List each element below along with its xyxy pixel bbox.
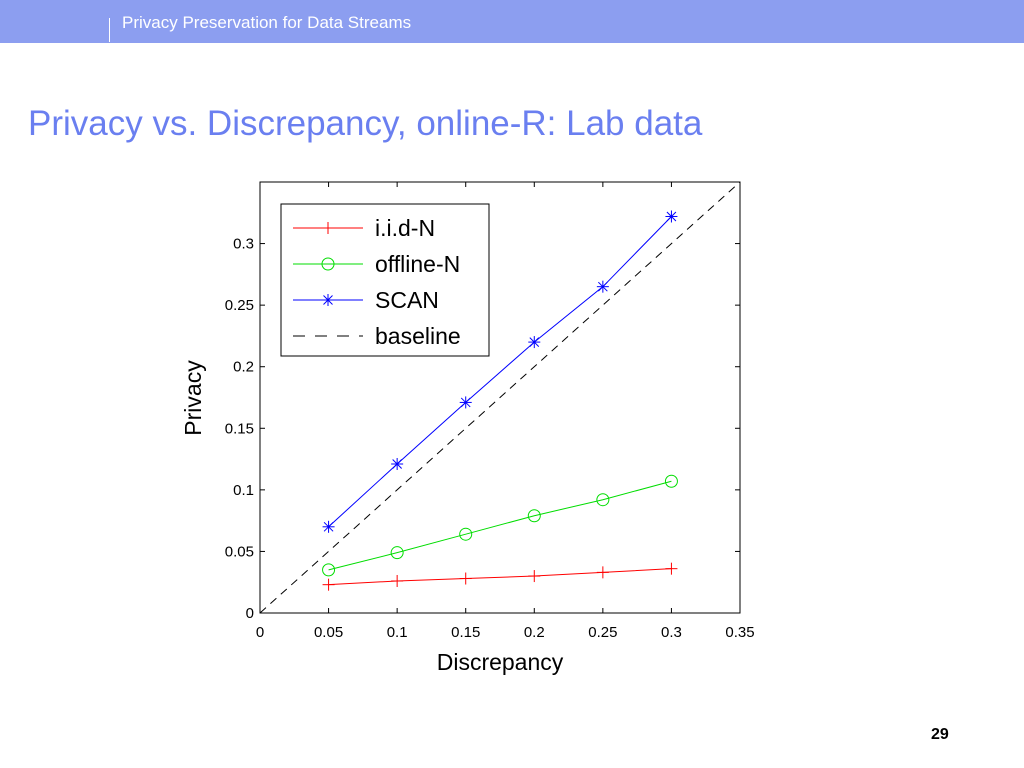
- header-title: Privacy Preservation for Data Streams: [122, 13, 412, 32]
- legend-label-baseline: baseline: [375, 323, 461, 349]
- data-point-scan: [391, 457, 404, 470]
- y-tick-label: 0: [246, 605, 254, 622]
- legend-label-offline-n: offline-N: [375, 251, 460, 277]
- data-point-offline-n-ring: [527, 509, 541, 523]
- x-tick-label: 0.35: [725, 624, 754, 641]
- data-point-scan-d2: [598, 281, 608, 292]
- y-tick-label: 0.15: [225, 420, 254, 437]
- series-line-offline-n: [328, 480, 672, 571]
- legend-box: [280, 203, 490, 357]
- legend-marker-offline-n-ring: [321, 257, 335, 271]
- data-point-offline-n-ring: [322, 563, 336, 577]
- x-axis-label: Discrepancy: [437, 649, 564, 675]
- data-point-offline-n: [596, 493, 610, 507]
- data-point-scan: [528, 336, 541, 349]
- legend: i.i.d-N offline-N SCAN baseline: [280, 203, 490, 357]
- y-tick-label: 0.3: [233, 236, 254, 253]
- data-point-scan-d2: [460, 397, 471, 408]
- x-tick-label: 0.15: [451, 624, 480, 641]
- data-point-scan-d2: [392, 459, 402, 469]
- data-point-offline-n: [459, 527, 473, 541]
- legend-label-scan: SCAN: [375, 287, 439, 313]
- x-tick-label: 0.1: [387, 624, 408, 641]
- data-point-scan-d2: [666, 211, 677, 222]
- page-number: 29: [931, 726, 949, 743]
- legend-marker-i-i-d-n: [322, 222, 334, 234]
- x-tick-label: 0: [256, 624, 264, 641]
- data-point-i-i-d-n: [322, 578, 335, 591]
- data-point-offline-n-ring: [664, 474, 678, 488]
- header-bar: [0, 0, 1024, 43]
- data-point-scan: [665, 210, 678, 223]
- data-point-scan-d2: [323, 521, 334, 532]
- data-point-i-i-d-n: [528, 570, 541, 583]
- data-point-offline-n-ring: [459, 527, 473, 541]
- data-point-offline-n: [527, 509, 541, 523]
- header-divider: [109, 18, 110, 42]
- y-tick-label: 0.2: [233, 359, 254, 376]
- slide-title: Privacy vs. Discrepancy, online-R: Lab d…: [28, 104, 703, 143]
- data-point-offline-n: [664, 474, 678, 488]
- x-tick-label: 0.25: [588, 624, 617, 641]
- data-point-offline-n-ring: [390, 546, 404, 560]
- data-point-scan: [459, 396, 472, 409]
- series-line-baseline: [259, 181, 741, 614]
- y-axis-label: Privacy: [180, 360, 206, 436]
- data-point-i-i-d-n: [391, 574, 404, 587]
- legend-marker-scan: [322, 294, 334, 306]
- data-point-offline-n: [390, 546, 404, 560]
- legend-marker-scan-d2: [323, 295, 333, 305]
- data-point-scan: [322, 520, 335, 533]
- y-tick-label: 0.25: [225, 297, 254, 314]
- data-point-i-i-d-n: [596, 566, 609, 579]
- legend-marker-offline-n: [321, 257, 335, 271]
- y-tick-label: 0.1: [233, 482, 254, 499]
- x-tick-label: 0.05: [314, 624, 343, 641]
- data-point-offline-n-ring: [596, 493, 610, 507]
- data-point-i-i-d-n: [665, 562, 678, 575]
- x-tick-label: 0.3: [661, 624, 682, 641]
- data-point-scan-d2: [529, 337, 540, 347]
- data-point-scan: [596, 280, 609, 293]
- series-line-scan: [328, 216, 672, 528]
- x-tick-label: 0.2: [524, 624, 545, 641]
- data-point-i-i-d-n: [459, 572, 472, 585]
- series-line-i-i-d-n: [328, 568, 672, 586]
- y-tick-label: 0.05: [225, 543, 254, 560]
- data-point-offline-n: [322, 563, 336, 577]
- legend-label-i-i-d-n: i.i.d-N: [375, 215, 435, 241]
